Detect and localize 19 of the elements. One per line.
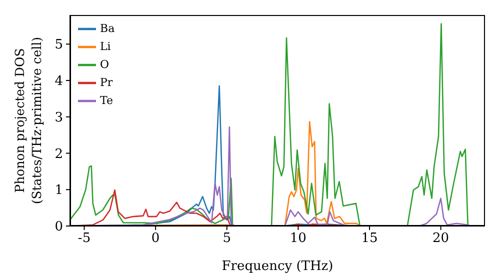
y-tick-label: 0 [54,220,63,235]
y-axis-title: Phonon projected DOS (States/THz·primitive cell) [12,36,44,204]
y-tick-label: 2 [54,146,63,162]
x-tick-label: 0 [151,231,160,246]
x-axis-title: Frequency (THz) [222,259,334,274]
legend-label: Li [100,40,111,53]
legend-label: Pr [100,76,113,89]
y-tick-label: 3 [54,110,63,126]
x-tick-label: 20 [432,231,450,246]
legend-label: O [100,58,110,71]
legend-label: Ba [100,22,115,35]
y-tick-label: 4 [54,74,63,90]
x-tick-label: 10 [290,231,306,246]
legend-label: Te [100,94,113,107]
x-tick-label: 15 [361,231,378,246]
x-tick-label: -5 [78,231,91,246]
y-tick-label: 5 [54,38,63,53]
x-tick-label: 5 [222,231,232,246]
y-tick-label: 1 [54,183,63,198]
